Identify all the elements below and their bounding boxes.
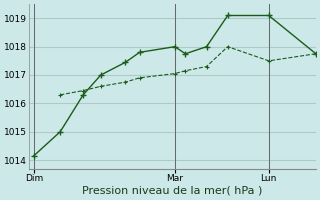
X-axis label: Pression niveau de la mer( hPa ): Pression niveau de la mer( hPa ) <box>82 186 262 196</box>
